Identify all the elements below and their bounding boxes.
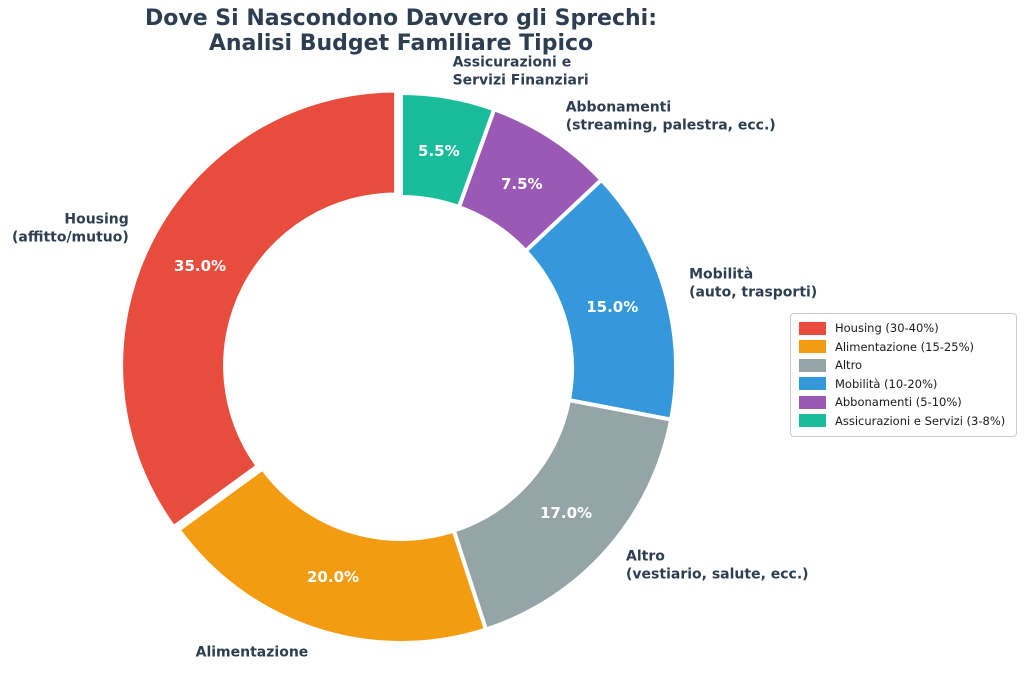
wedge-assicurazioni: [399, 91, 497, 210]
chart-title-line1: Dove Si Nascondono Davvero gli Sprechi:: [144, 6, 658, 31]
legend-label: Abbonamenti (5-10%): [835, 395, 962, 410]
legend: Housing (30-40%) Alimentazione (15-25%) …: [790, 313, 1017, 437]
legend-item-mobilita: Mobilità (10-20%): [799, 375, 1008, 394]
legend-item-abbonamenti: Abbonamenti (5-10%): [799, 393, 1008, 412]
legend-swatch-altro: [799, 358, 826, 372]
legend-item-altro: Altro: [799, 356, 1008, 375]
wedge-housing: [119, 88, 399, 530]
legend-item-assicurazioni: Assicurazioni e Servizi (3-8%): [799, 412, 1008, 431]
legend-swatch-alimentazione: [799, 340, 826, 354]
legend-label: Housing (30-40%): [835, 321, 939, 336]
wedge-alimentazione: [176, 466, 488, 645]
legend-swatch-assicurazioni: [799, 414, 826, 428]
legend-swatch-mobilita: [799, 377, 826, 391]
legend-swatch-housing: [799, 321, 826, 335]
chart-title: Dove Si Nascondono Davvero gli Sprechi: …: [145, 6, 657, 56]
legend-label: Assicurazioni e Servizi (3-8%): [835, 413, 1006, 428]
legend-label: Alimentazione (15-25%): [835, 339, 974, 354]
legend-swatch-abbonamenti: [799, 395, 826, 409]
chart-title-line2: Analisi Budget Familiare Tipico: [208, 31, 594, 56]
legend-label: Altro: [835, 358, 863, 373]
legend-item-housing: Housing (30-40%): [799, 319, 1008, 338]
wedge-altro: [451, 398, 674, 632]
legend-item-alimentazione: Alimentazione (15-25%): [799, 338, 1008, 357]
legend-label: Mobilità (10-20%): [835, 376, 938, 391]
